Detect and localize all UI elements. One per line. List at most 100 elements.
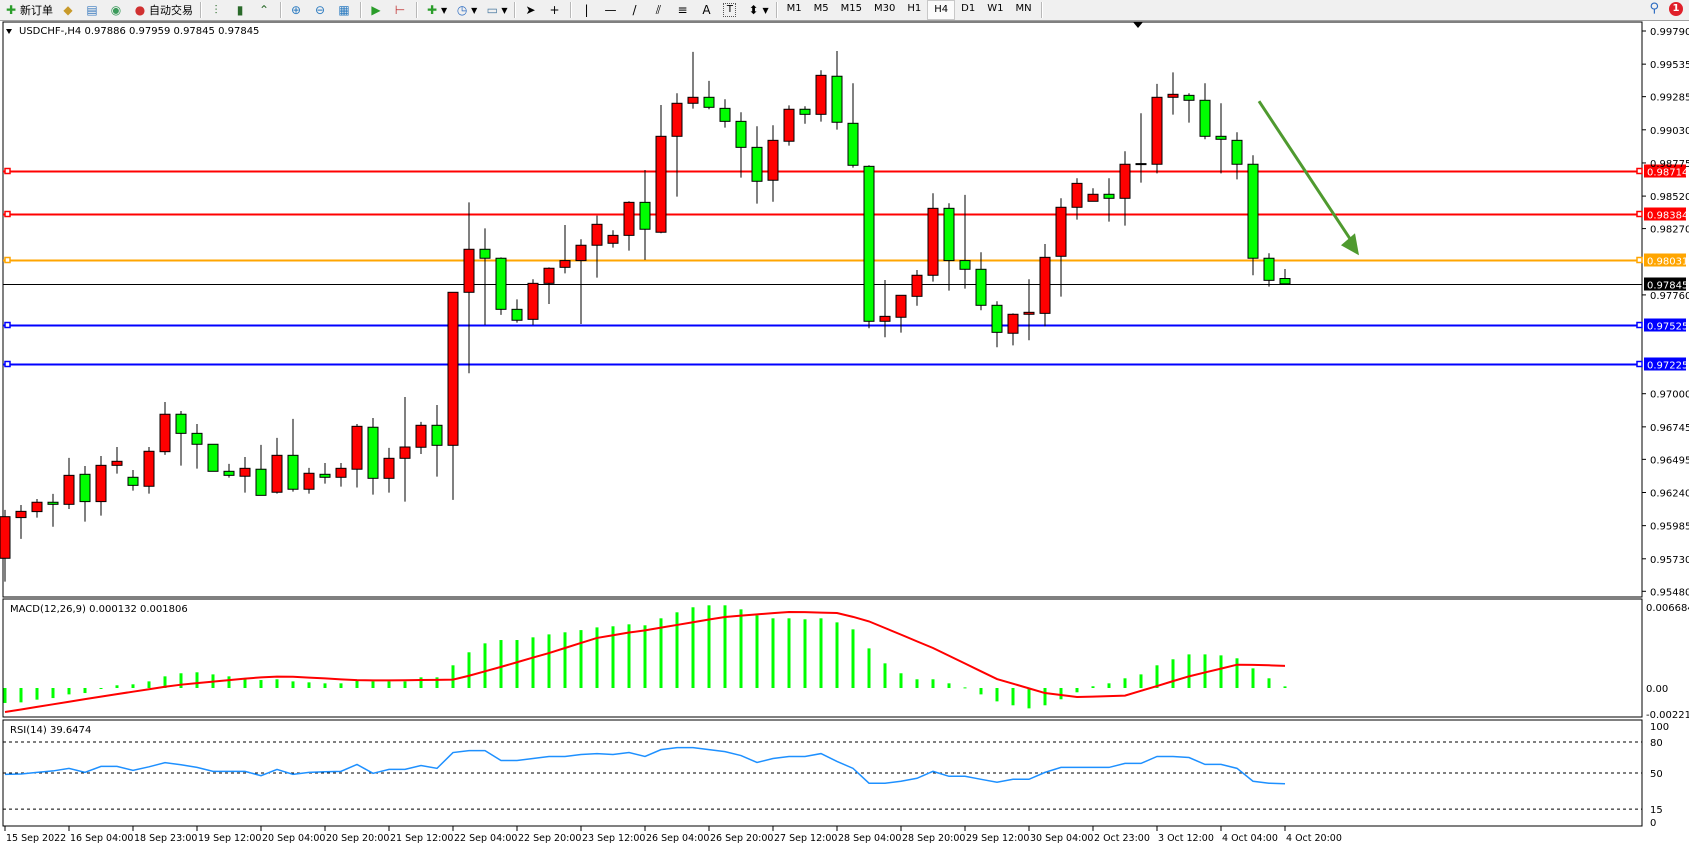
- candle-body: [239, 467, 251, 477]
- timeframe-mn[interactable]: MN: [1015, 3, 1032, 14]
- crosshair-icon: +: [549, 3, 560, 17]
- macd-bar: [1235, 658, 1239, 688]
- time-tick-label: 26 Sep 04:00: [646, 833, 709, 844]
- macd-bar: [1251, 668, 1255, 688]
- candle: [1167, 72, 1179, 115]
- line-handle[interactable]: [4, 360, 11, 368]
- tile-windows-button[interactable]: ▦: [333, 1, 357, 19]
- candlestick-button[interactable]: ▮: [229, 1, 253, 19]
- text-label-button[interactable]: T: [719, 1, 742, 19]
- candle-body: [927, 207, 939, 276]
- candle: [207, 443, 219, 472]
- candle-body: [175, 413, 187, 434]
- metaeditor-button[interactable]: ◆: [57, 1, 81, 19]
- price-tick-label: 0.95730: [1650, 555, 1689, 566]
- line-handle[interactable]: [4, 256, 11, 264]
- text-button[interactable]: A: [695, 1, 719, 19]
- candle-body: [751, 146, 763, 182]
- metaeditor-icon: ◆: [63, 3, 73, 17]
- arrow-head-icon[interactable]: [1341, 233, 1359, 256]
- separator: [1040, 2, 1043, 18]
- macd-bar: [707, 605, 711, 688]
- chart-menu-triangle-icon[interactable]: [6, 29, 12, 34]
- separator: [514, 2, 517, 18]
- arrows-button[interactable]: ⬍ ▼: [742, 1, 772, 19]
- dropdown-arrow-icon: ▼: [441, 5, 448, 15]
- time-tick-label: 26 Sep 20:00: [710, 833, 773, 844]
- macd-bar: [899, 673, 903, 688]
- candle-body: [447, 291, 459, 446]
- candle-body: [1167, 93, 1179, 98]
- line-handle[interactable]: [1636, 210, 1643, 218]
- timeframe-m1[interactable]: M1: [786, 3, 802, 14]
- timeframe-h4[interactable]: H4: [927, 0, 956, 20]
- candle: [1263, 253, 1275, 287]
- macd-bar: [1203, 654, 1207, 688]
- candle-body: [383, 457, 395, 479]
- macd-bar: [67, 688, 71, 695]
- periods-button[interactable]: ◷ ▼: [451, 1, 481, 19]
- line-chart-button[interactable]: ⌃: [253, 1, 277, 19]
- equidistant-channel-button[interactable]: ⫽: [647, 1, 671, 19]
- candle-body: [399, 446, 411, 459]
- line-handle[interactable]: [1636, 256, 1643, 264]
- candle-body: [703, 96, 715, 108]
- navigator-button[interactable]: ▤: [81, 1, 105, 19]
- notification-icon[interactable]: 1: [1669, 1, 1683, 16]
- autoscroll-button[interactable]: ▶: [365, 1, 389, 19]
- line-handle[interactable]: [1636, 321, 1643, 329]
- candle: [399, 396, 411, 502]
- bar-chart-button[interactable]: ⫶: [205, 1, 229, 19]
- timeframe-h1[interactable]: H1: [907, 3, 922, 14]
- candle: [463, 202, 475, 374]
- price-tick-label: 0.96240: [1650, 489, 1689, 500]
- crosshair-button[interactable]: +: [543, 1, 567, 19]
- new-order-button[interactable]: ✚ 新订单: [0, 1, 57, 19]
- line-handle[interactable]: [1636, 167, 1643, 175]
- chart-shift-button[interactable]: ⊢: [389, 1, 413, 19]
- candle-body: [1119, 163, 1131, 199]
- search-icon[interactable]: ⚲: [1649, 1, 1659, 16]
- candle: [591, 215, 603, 278]
- macd-bar: [387, 681, 391, 688]
- line-handle[interactable]: [4, 210, 11, 218]
- templates-button[interactable]: ▭ ▼: [481, 1, 511, 19]
- candle: [671, 93, 683, 197]
- macd-bar: [627, 624, 631, 688]
- macd-bar: [1123, 678, 1127, 688]
- price-label-box: [1644, 318, 1686, 332]
- fibonacci-button[interactable]: ≡: [671, 1, 695, 19]
- candle: [1071, 178, 1083, 220]
- chart-shift-marker-icon[interactable]: [1133, 22, 1143, 28]
- horizontal-line-button[interactable]: —: [599, 1, 623, 19]
- candle-body: [1055, 206, 1067, 257]
- line-handle[interactable]: [4, 167, 11, 175]
- macd-bar: [51, 688, 55, 699]
- candle-body: [543, 267, 555, 284]
- macd-bar: [771, 618, 775, 688]
- macd-bar: [835, 622, 839, 688]
- auto-trading-button[interactable]: ● 自动交易: [129, 1, 197, 19]
- candle: [767, 125, 779, 202]
- candle: [159, 402, 171, 455]
- candle: [31, 499, 43, 518]
- zoom-out-button[interactable]: ⊖: [309, 1, 333, 19]
- cursor-button[interactable]: ➤: [519, 1, 543, 19]
- candle-body: [911, 274, 923, 297]
- trendline-button[interactable]: /: [623, 1, 647, 19]
- timeframe-m30[interactable]: M30: [873, 3, 896, 14]
- indicators-button[interactable]: ✚ ▼: [421, 1, 451, 19]
- timeframe-w1[interactable]: W1: [987, 3, 1004, 14]
- line-handle[interactable]: [1636, 360, 1643, 368]
- timeframe-m5[interactable]: M5: [813, 3, 829, 14]
- zoom-in-button[interactable]: ⊕: [285, 1, 309, 19]
- trend-arrow-line[interactable]: [1257, 100, 1355, 245]
- timeframe-m15[interactable]: M15: [840, 3, 862, 14]
- macd-bar: [291, 681, 295, 688]
- candle: [1199, 83, 1211, 140]
- line-handle[interactable]: [4, 321, 11, 329]
- signals-button[interactable]: ◉: [105, 1, 129, 19]
- timeframe-d1[interactable]: D1: [961, 3, 976, 14]
- vertical-line-button[interactable]: |: [575, 1, 599, 19]
